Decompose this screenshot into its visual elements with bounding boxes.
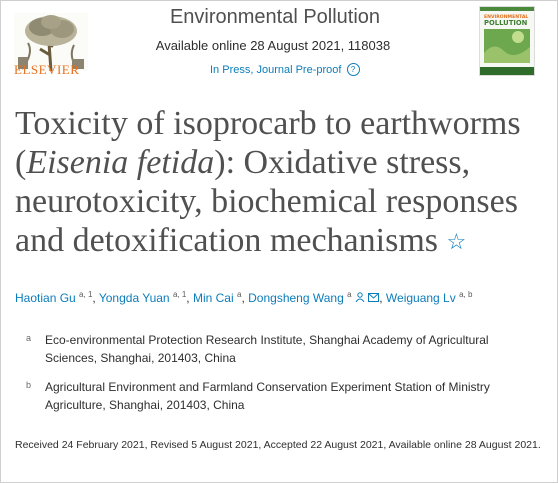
- affiliation-mark: a: [26, 333, 32, 343]
- elsevier-tree-logo[interactable]: [14, 6, 88, 78]
- availability-line: Available online 28 August 2021, 118038: [155, 38, 391, 53]
- article-status[interactable]: In Press, Journal Pre-proof ?: [210, 63, 360, 76]
- affiliation-mark: b: [26, 380, 32, 390]
- author-link[interactable]: Weiguang Lv: [385, 291, 456, 305]
- author-link[interactable]: Haotian Gu: [15, 291, 76, 305]
- cover-title-line-1: ENVIRONMENTAL: [484, 14, 528, 20]
- author-link[interactable]: Dongsheng Wang: [248, 291, 344, 305]
- affiliation: a Eco-environmental Protection Research …: [26, 331, 515, 367]
- title-part-1: Toxicity of isoprocarb to earthworms (: [15, 105, 521, 181]
- author-affiliation-mark[interactable]: a, b: [459, 290, 473, 299]
- person-icon[interactable]: [355, 292, 365, 302]
- cover-title-line-2: POLLUTION: [484, 19, 528, 27]
- author-affiliation-mark[interactable]: a, 1: [79, 290, 93, 299]
- article-history: Received 24 February 2021, Revised 5 Aug…: [15, 439, 541, 451]
- author-affiliation-mark[interactable]: a: [237, 290, 242, 299]
- author-link[interactable]: Yongda Yuan: [98, 291, 170, 305]
- article-title: Toxicity of isoprocarb to earthworms (Ei…: [15, 104, 550, 261]
- journal-title[interactable]: Environmental Pollution: [169, 6, 381, 28]
- star-icon[interactable]: ☆: [446, 229, 467, 254]
- author-affiliation-mark[interactable]: a, 1: [172, 290, 187, 299]
- affiliation-text: Agricultural Environment and Farmland Co…: [45, 380, 490, 412]
- author-list: Haotian Gu a, 1, Yongda Yuan a, 1, Min C…: [15, 290, 473, 305]
- author-affiliation-mark[interactable]: a: [347, 290, 352, 299]
- journal-cover-image: ENVIRONMENTAL POLLUTION: [480, 7, 534, 75]
- envelope-icon[interactable]: [368, 293, 380, 302]
- affiliation-text: Eco-environmental Protection Research In…: [45, 333, 489, 365]
- publisher-name[interactable]: ELSEVIER: [14, 62, 80, 77]
- journal-cover[interactable]: ENVIRONMENTAL POLLUTION: [479, 6, 535, 76]
- title-species: Eisenia fetida: [26, 144, 215, 181]
- author-link[interactable]: Min Cai: [192, 291, 234, 305]
- affiliation: b Agricultural Environment and Farmland …: [26, 378, 515, 414]
- question-icon[interactable]: ?: [346, 63, 360, 76]
- title-part-2: ): Oxidative stress, neurotoxicity, bioc…: [15, 144, 518, 259]
